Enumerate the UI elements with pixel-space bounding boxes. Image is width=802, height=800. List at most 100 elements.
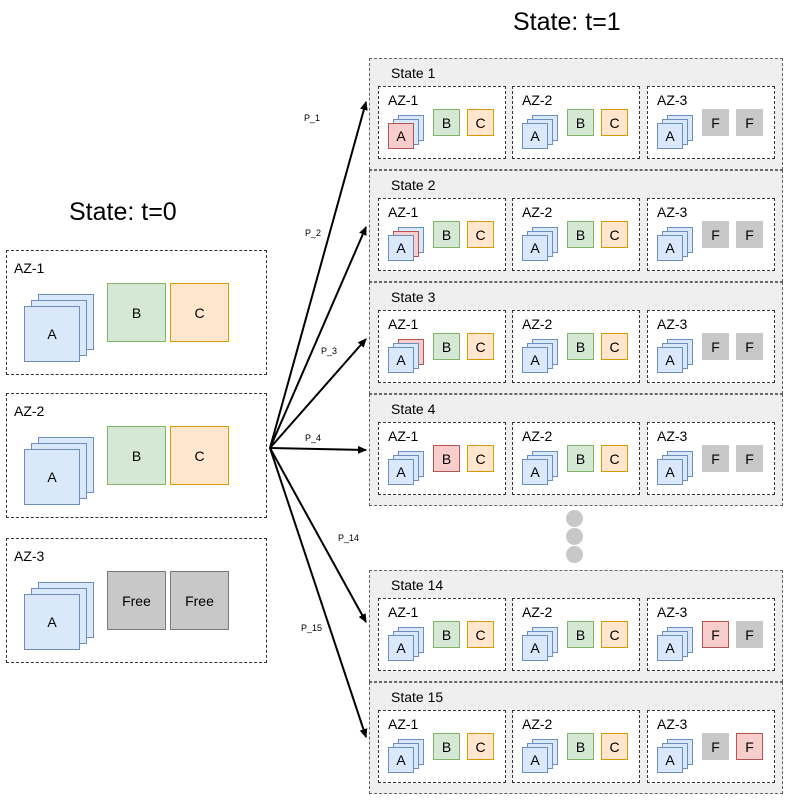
state-label: State 2 (391, 177, 436, 193)
node-b: B (567, 333, 594, 360)
zone-label: AZ-2 (522, 428, 553, 444)
node-b: B (433, 221, 460, 248)
state-label: State 14 (391, 577, 444, 593)
zone-label: AZ-3 (657, 716, 688, 732)
node-f: F (736, 621, 763, 648)
node-b: B (567, 221, 594, 248)
node-c: C (601, 333, 628, 360)
node-b: B (433, 733, 460, 760)
node-f: F (702, 221, 729, 248)
node-b: B (567, 733, 594, 760)
transition-arrow (269, 338, 367, 449)
node-a: A (657, 123, 683, 149)
node-a: A (24, 306, 80, 362)
edge-label: P_14 (338, 533, 360, 543)
node-c: C (601, 221, 628, 248)
node-f: F (736, 445, 763, 472)
zone-label: AZ-1 (388, 92, 419, 108)
node-b: B (107, 283, 166, 342)
node-f: F (736, 333, 763, 360)
node-a: A (388, 235, 414, 261)
edge-label: P_1 (304, 113, 321, 123)
state-label: State 3 (391, 289, 436, 305)
state-label: State 15 (391, 689, 444, 705)
zone-label: AZ-1 (388, 204, 419, 220)
node-a: A (388, 747, 414, 773)
node-c: C (601, 733, 628, 760)
node-a: A (522, 235, 548, 261)
node-b: B (567, 621, 594, 648)
ellipsis-dot (566, 528, 583, 545)
zone-label: AZ-3 (657, 428, 688, 444)
zone-label: AZ-1 (388, 428, 419, 444)
zone-label: AZ-3 (657, 604, 688, 620)
zone-label: AZ-2 (522, 92, 553, 108)
node-f: F (702, 733, 729, 760)
transition-arrow (269, 447, 367, 623)
zone-label: AZ-2 (522, 204, 553, 220)
node-a: A (388, 123, 414, 149)
edge-label: P_4 (305, 433, 322, 443)
node-free: Free (107, 571, 166, 630)
zone-label: AZ-1 (14, 260, 45, 276)
node-c: C (467, 333, 494, 360)
node-a: A (657, 747, 683, 773)
node-b: B (433, 333, 460, 360)
node-a: A (522, 635, 548, 661)
zone-label: AZ-2 (522, 604, 553, 620)
transition-arrow (269, 447, 368, 738)
node-f: F (736, 221, 763, 248)
node-f: F (702, 109, 729, 136)
transition-arrow (269, 226, 367, 449)
node-b: B (433, 445, 460, 472)
node-c: C (601, 109, 628, 136)
node-b: B (433, 621, 460, 648)
node-a: A (522, 347, 548, 373)
node-c: C (467, 109, 494, 136)
node-a: A (657, 459, 683, 485)
node-c: C (601, 445, 628, 472)
node-a: A (522, 459, 548, 485)
zone-label: AZ-3 (657, 204, 688, 220)
node-c: C (467, 221, 494, 248)
node-c: C (170, 426, 229, 485)
node-a: A (657, 635, 683, 661)
zone-label: AZ-1 (388, 316, 419, 332)
zone-label: AZ-2 (14, 403, 45, 419)
node-c: C (170, 283, 229, 342)
title-t1: State: t=1 (513, 8, 621, 36)
node-c: C (467, 621, 494, 648)
node-a: A (522, 123, 548, 149)
node-a: A (657, 347, 683, 373)
ellipsis-dot (566, 510, 583, 527)
node-f: F (736, 109, 763, 136)
node-free: Free (170, 571, 229, 630)
node-f: F (702, 621, 729, 648)
node-c: C (467, 733, 494, 760)
edge-label: P_2 (305, 228, 322, 238)
zone-label: AZ-1 (388, 604, 419, 620)
edge-label: P_15 (301, 623, 323, 633)
transition-arrow (269, 101, 368, 449)
node-a: A (657, 235, 683, 261)
transition-arrow (269, 445, 367, 454)
node-b: B (567, 109, 594, 136)
node-a: A (24, 449, 80, 505)
state-label: State 1 (391, 65, 436, 81)
node-a: A (388, 347, 414, 373)
node-b: B (433, 109, 460, 136)
node-b: B (567, 445, 594, 472)
node-c: C (467, 445, 494, 472)
node-a: A (522, 747, 548, 773)
title-t0: State: t=0 (69, 198, 177, 226)
state-label: State 4 (391, 401, 436, 417)
zone-label: AZ-2 (522, 316, 553, 332)
zone-label: AZ-2 (522, 716, 553, 732)
node-b: B (107, 426, 166, 485)
node-a: A (388, 459, 414, 485)
node-c: C (601, 621, 628, 648)
zone-label: AZ-3 (14, 548, 45, 564)
ellipsis-dot (566, 546, 583, 563)
zone-label: AZ-3 (657, 316, 688, 332)
